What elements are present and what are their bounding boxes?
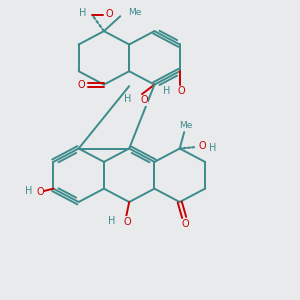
Text: Me: Me: [129, 8, 142, 17]
Text: H: H: [163, 85, 170, 96]
Text: Me: Me: [179, 121, 192, 130]
Text: H: H: [209, 142, 216, 153]
Text: H: H: [25, 186, 32, 196]
Text: O: O: [124, 217, 131, 226]
Text: H: H: [108, 216, 116, 226]
Text: O: O: [36, 187, 44, 196]
Text: O: O: [77, 80, 85, 90]
Text: H: H: [124, 94, 132, 104]
Text: O: O: [182, 219, 190, 229]
Text: O: O: [140, 95, 148, 105]
Text: H: H: [79, 8, 86, 18]
Text: O: O: [177, 86, 185, 96]
Text: O: O: [106, 9, 113, 19]
Text: O: O: [199, 141, 206, 152]
